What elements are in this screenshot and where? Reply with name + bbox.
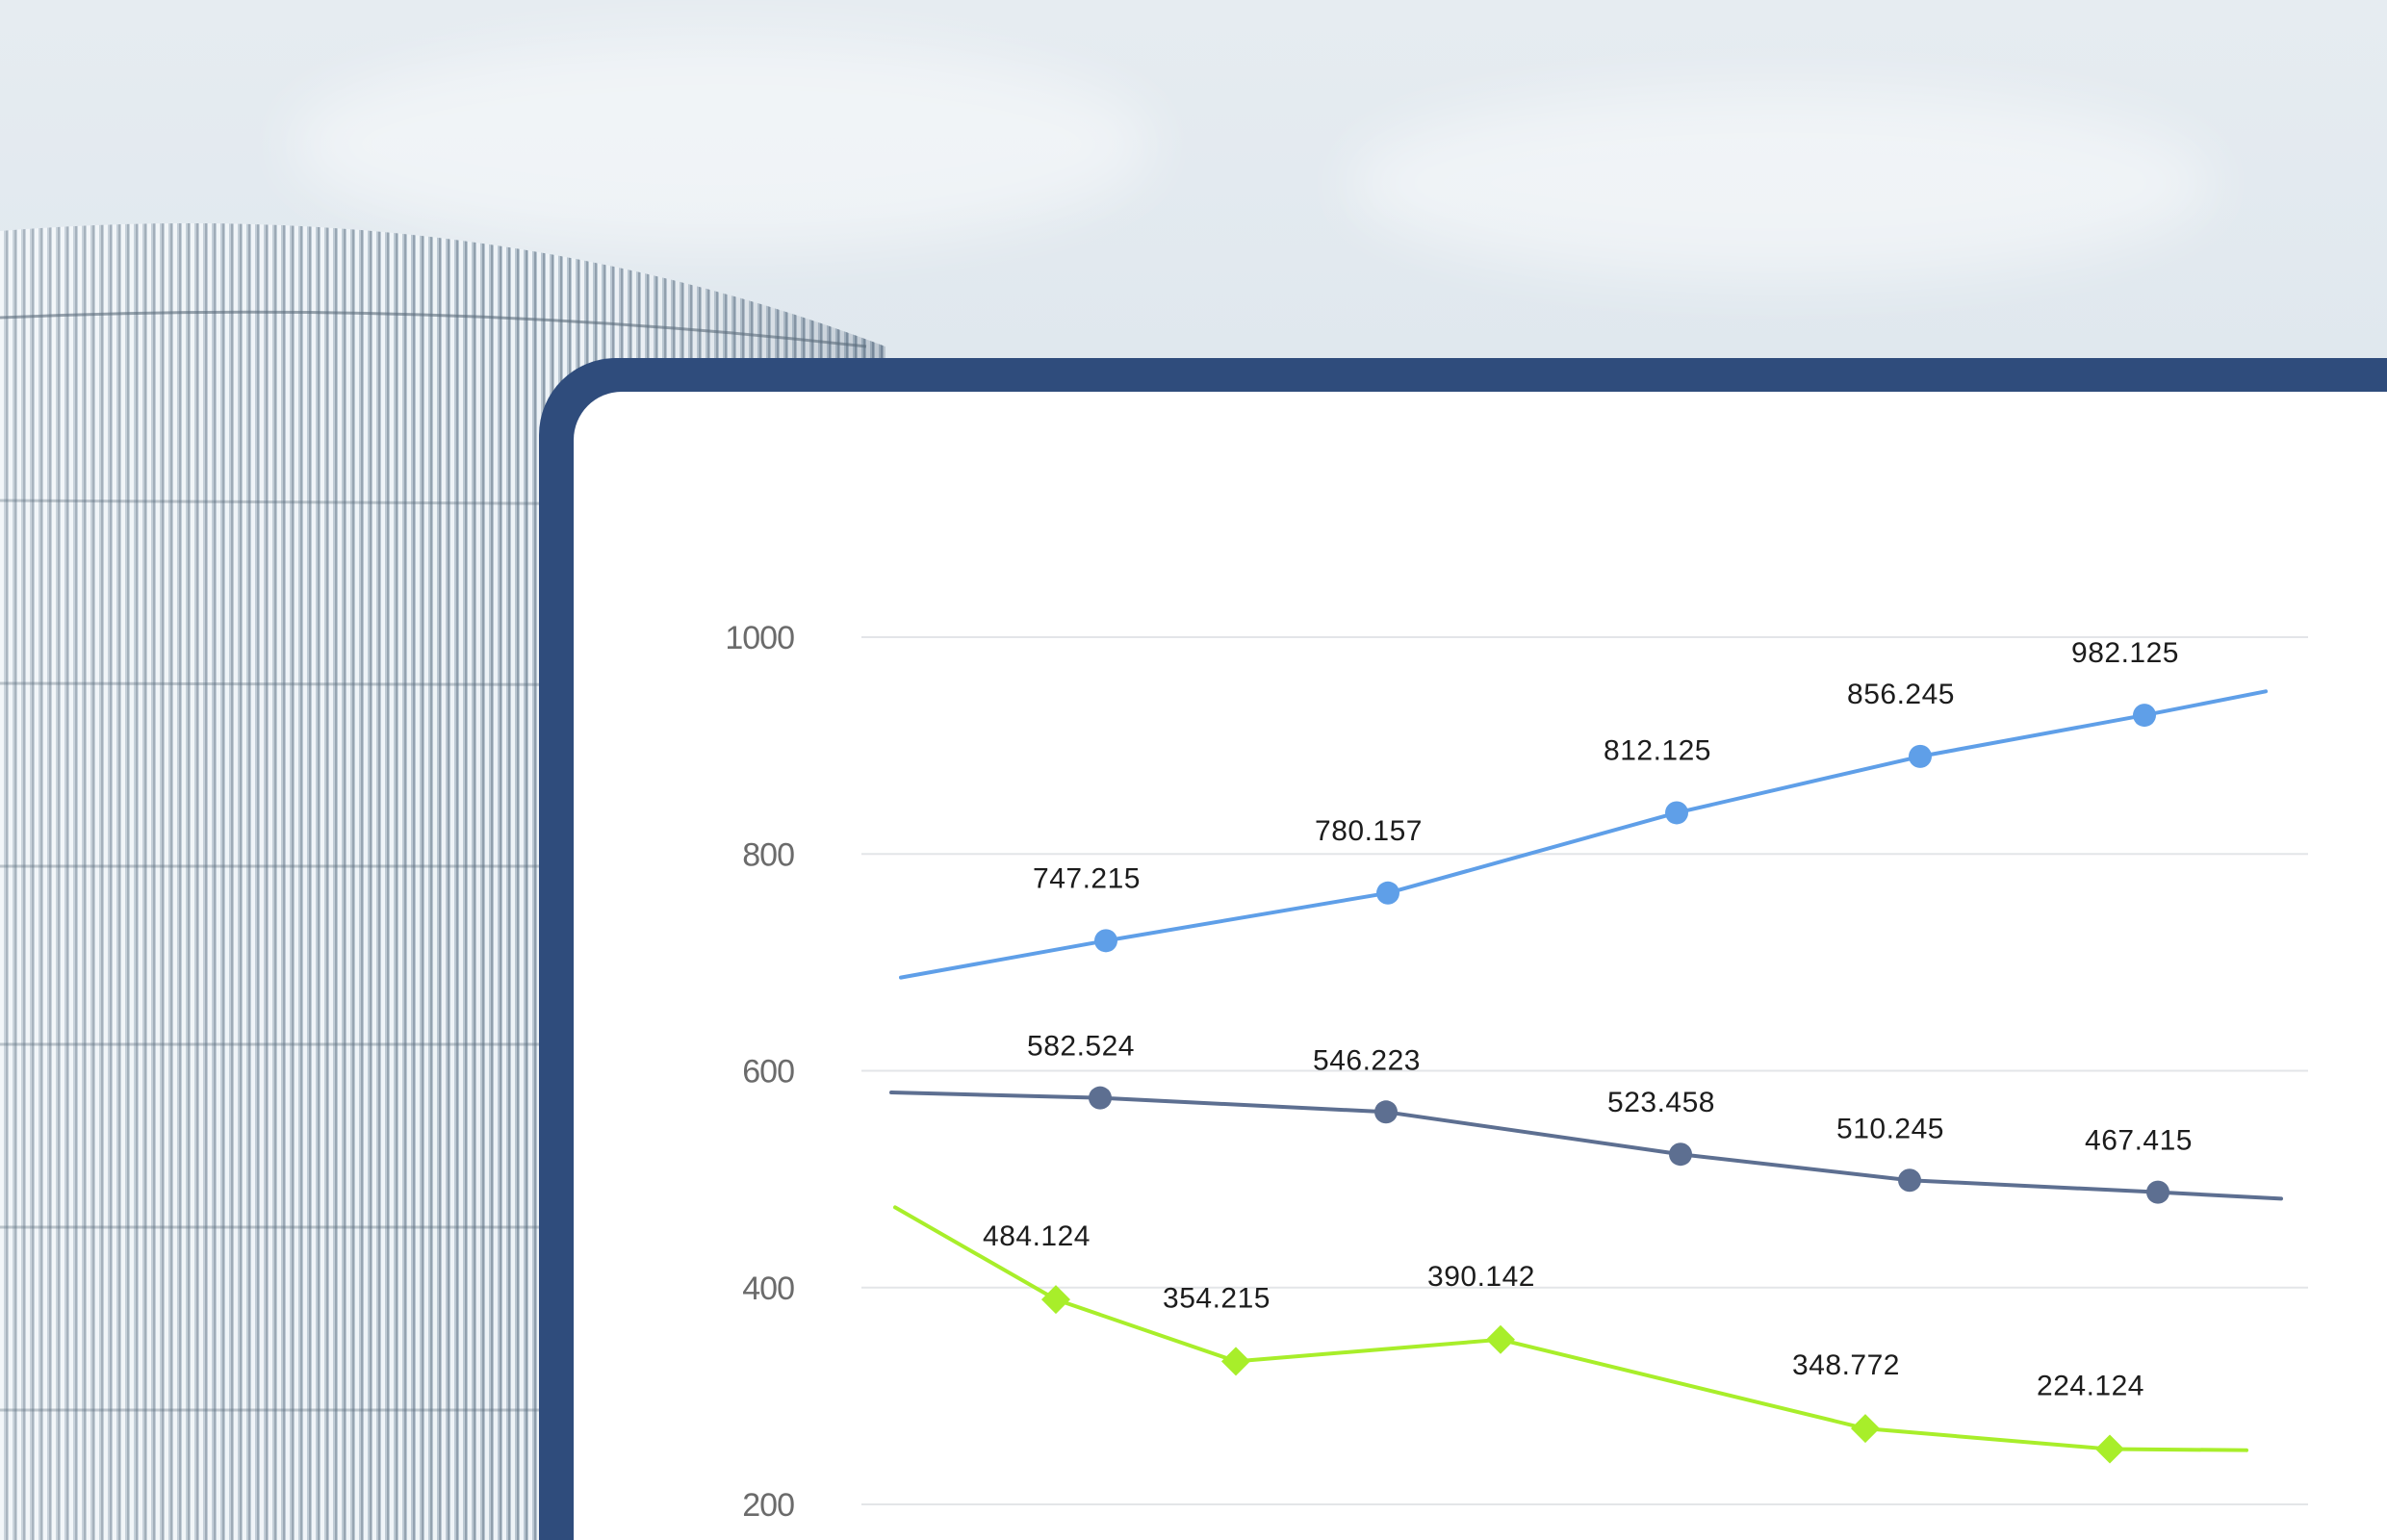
data-label: 812.125 <box>1604 734 1711 766</box>
data-label: 523.458 <box>1607 1087 1715 1118</box>
data-point-marker <box>1094 929 1117 953</box>
data-point-marker <box>1898 1168 1921 1193</box>
data-point-marker <box>1221 1347 1250 1376</box>
series-line <box>893 1205 2248 1452</box>
data-label: 982.125 <box>2071 637 2179 669</box>
data-label: 546.223 <box>1313 1044 1421 1076</box>
data-point-marker <box>1041 1285 1070 1315</box>
chart-card <box>574 392 2387 1540</box>
data-point-marker <box>1376 881 1399 905</box>
data-point-marker <box>1374 1100 1398 1124</box>
data-point-marker <box>1089 1086 1112 1110</box>
y-tick-label: 1000 <box>725 620 794 656</box>
data-label: 348.772 <box>1792 1349 1900 1381</box>
data-point-marker <box>1486 1324 1515 1354</box>
data-point-marker <box>1909 744 1932 768</box>
data-label: 224.124 <box>2037 1371 2144 1402</box>
data-point-marker <box>1851 1414 1880 1444</box>
data-point-marker <box>1669 1142 1692 1167</box>
cloud <box>1348 87 2214 279</box>
data-point-marker <box>1665 801 1688 825</box>
data-label: 354.215 <box>1163 1282 1270 1314</box>
y-tick-label: 200 <box>742 1487 794 1524</box>
y-tick-label: 600 <box>742 1054 794 1091</box>
y-tick-label: 400 <box>742 1270 794 1307</box>
data-point-marker <box>2133 704 2156 728</box>
data-label: 390.142 <box>1427 1261 1535 1293</box>
data-label: 510.245 <box>1836 1113 1944 1144</box>
data-label: 582.524 <box>1027 1031 1135 1063</box>
cloud <box>289 38 1155 250</box>
data-point-marker <box>2146 1180 2169 1204</box>
data-label: 484.124 <box>983 1220 1091 1252</box>
data-label: 856.245 <box>1847 679 1955 710</box>
data-label: 747.215 <box>1033 862 1141 894</box>
data-point-marker <box>2095 1434 2124 1464</box>
y-tick-label: 800 <box>742 836 794 873</box>
data-label: 780.157 <box>1315 815 1423 847</box>
data-label: 467.415 <box>2085 1125 2193 1157</box>
